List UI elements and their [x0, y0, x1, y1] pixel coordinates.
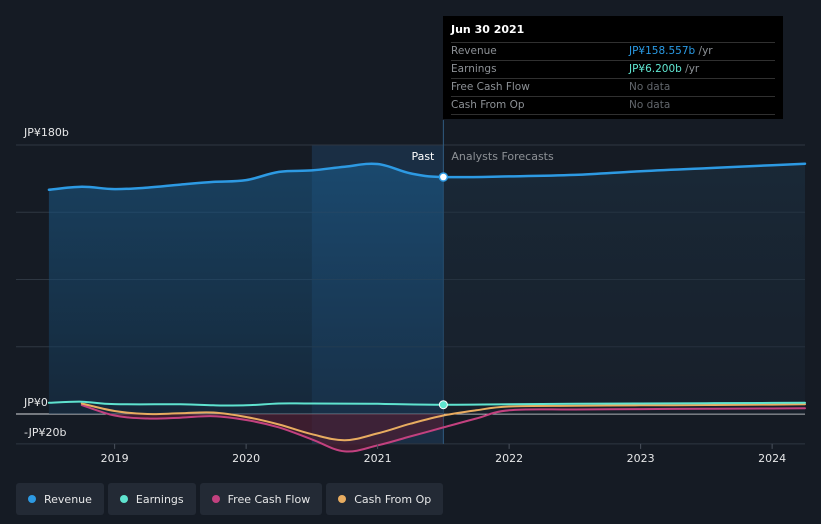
tooltip-label: Earnings: [451, 63, 497, 75]
x-tick-label: 2022: [495, 452, 523, 465]
financial-chart: JP¥180b JP¥0 -JP¥20b Past Analysts Forecasts…: [16, 120, 807, 465]
tooltip-row-cash-from-op: Cash From Op No data: [451, 96, 775, 115]
forecast-label: Analysts Forecasts: [451, 150, 554, 163]
legend-dot-icon: [211, 495, 220, 503]
legend-label: Earnings: [135, 492, 184, 506]
tooltip-unit: /yr: [695, 45, 713, 57]
y-axis-label-zero: JP¥0: [23, 396, 48, 409]
x-tick-label: 2023: [627, 452, 655, 465]
legend-label: Free Cash Flow: [227, 492, 311, 506]
tooltip-value: JP¥158.557b: [629, 45, 696, 57]
series-line-cash-from-op: [80, 402, 806, 442]
x-tick-label: 2021: [364, 452, 392, 465]
y-axis-label-top: JP¥180b: [23, 126, 69, 139]
legend-item-earnings[interactable]: Earnings: [107, 483, 196, 515]
tooltip-label: Revenue: [451, 45, 497, 57]
series-line-revenue: [47, 162, 807, 192]
tooltip-value: No data: [629, 81, 671, 93]
legend: Revenue Earnings Free Cash Flow Cash Fro…: [16, 483, 444, 515]
tooltip-date: Jun 30 2021: [451, 23, 525, 36]
legend-item-free-cash-flow[interactable]: Free Cash Flow: [199, 483, 323, 515]
legend-label: Revenue: [44, 492, 92, 506]
tooltip-label: Free Cash Flow: [451, 81, 530, 93]
negative-area: [81, 414, 444, 452]
tooltip-label: Cash From Op: [451, 99, 525, 111]
series-line-earnings: [47, 400, 806, 407]
legend-label: Cash From Op: [354, 492, 432, 506]
legend-item-cash-from-op[interactable]: Cash From Op: [326, 483, 444, 515]
x-tick-label: 2024: [758, 452, 786, 465]
tooltip: Jun 30 2021 Revenue JP¥158.557b /yr Earn…: [443, 16, 783, 119]
legend-dot-icon: [28, 495, 36, 503]
tooltip-unit: /yr: [681, 63, 700, 75]
legend-item-revenue[interactable]: Revenue: [16, 483, 104, 515]
tooltip-row-revenue: Revenue JP¥158.557b /yr: [451, 42, 775, 60]
y-axis-label-negative: -JP¥20b: [24, 426, 66, 439]
x-tick-label: 2020: [232, 452, 260, 465]
tooltip-value: No data: [629, 99, 671, 111]
earnings-marker: [438, 400, 448, 410]
revenue-marker: [438, 172, 449, 182]
revenue-area-forecast: [443, 163, 805, 414]
x-tick-label: 2019: [101, 452, 129, 465]
legend-dot-icon: [119, 495, 128, 503]
tooltip-row-earnings: Earnings JP¥6.200b /yr: [451, 60, 775, 78]
past-label: Past: [411, 150, 435, 163]
series-line-free-cash-flow: [80, 404, 806, 453]
tooltip-row-free-cash-flow: Free Cash Flow No data: [451, 78, 775, 96]
revenue-area-past: [48, 163, 444, 414]
tooltip-value: JP¥6.200b: [629, 63, 682, 75]
legend-dot-icon: [338, 495, 347, 503]
